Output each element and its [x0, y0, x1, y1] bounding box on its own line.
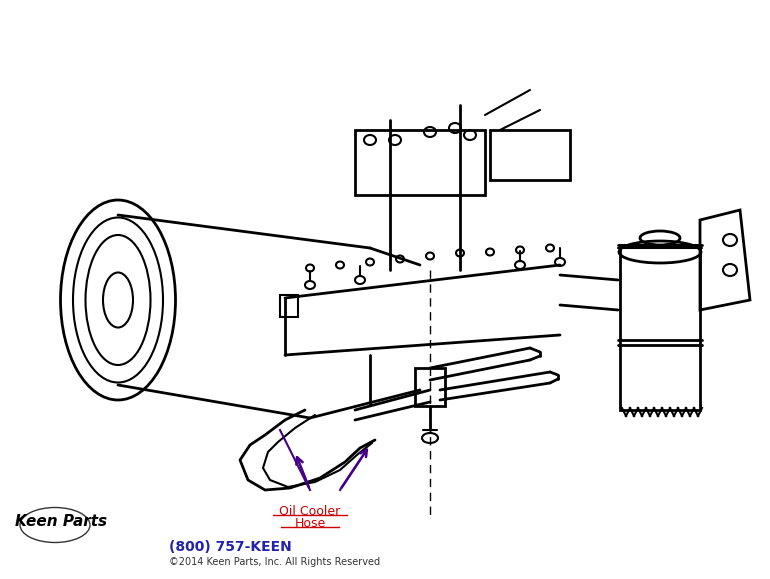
Bar: [490, 130, 570, 180]
Bar: [355, 130, 485, 195]
Text: Oil Cooler: Oil Cooler: [280, 505, 340, 518]
Bar: [280, 295, 298, 317]
Bar: [620, 245, 700, 410]
Text: ©2014 Keen Parts, Inc. All Rights Reserved: ©2014 Keen Parts, Inc. All Rights Reserv…: [169, 556, 380, 567]
Text: (800) 757-KEEN: (800) 757-KEEN: [169, 540, 292, 554]
Text: Keen Parts: Keen Parts: [15, 514, 108, 529]
Bar: [415, 368, 445, 406]
Text: Hose: Hose: [294, 517, 326, 530]
